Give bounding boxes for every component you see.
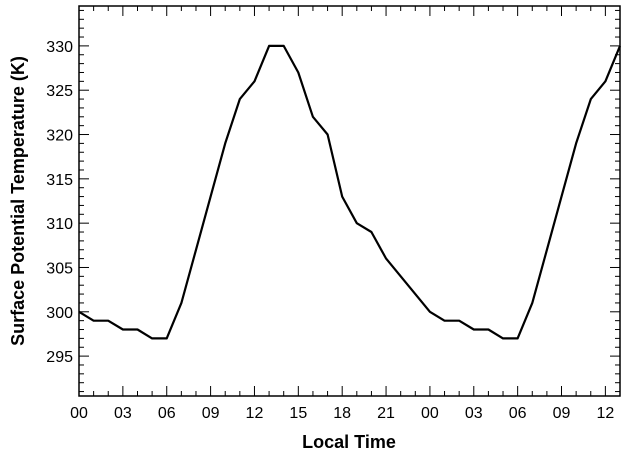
x-tick-label: 12 [246, 405, 264, 422]
y-tick-label: 315 [46, 172, 73, 189]
x-tick-label: 06 [509, 405, 527, 422]
x-tick-label: 00 [421, 405, 439, 422]
y-tick-label: 310 [46, 216, 73, 233]
x-tick-label: 12 [596, 405, 614, 422]
axis-ticks [78, 6, 621, 396]
series-line [78, 44, 622, 340]
y-tick-label: 330 [46, 39, 73, 56]
y-tick-label: 305 [46, 260, 73, 277]
x-tick-label: 09 [202, 405, 220, 422]
x-tick-label: 18 [333, 405, 351, 422]
x-tick-label: 00 [70, 405, 88, 422]
y-axis-title: Surface Potential Temperature (K) [8, 56, 28, 346]
x-tick-label: 03 [114, 405, 132, 422]
y-tick-label: 325 [46, 83, 73, 100]
y-tick-label: 295 [46, 349, 73, 366]
x-tick-label: 15 [289, 405, 307, 422]
plot-frame [78, 5, 621, 397]
y-tick-labels: 295 300 305 310 315 320 325 330 [46, 39, 73, 366]
x-tick-label: 09 [553, 405, 571, 422]
x-tick-label: 06 [158, 405, 176, 422]
y-tick-label: 300 [46, 305, 73, 322]
chart-area: 00 03 06 09 12 15 18 21 00 03 06 09 12 295 300 305 310 3… [46, 5, 622, 422]
x-axis-title: Local Time [302, 432, 396, 452]
x-tick-labels: 00 03 06 09 12 15 18 21 00 03 06 09 12 [70, 405, 614, 422]
y-tick-label: 320 [46, 128, 73, 145]
x-tick-label: 03 [465, 405, 483, 422]
x-tick-label: 21 [377, 405, 395, 422]
